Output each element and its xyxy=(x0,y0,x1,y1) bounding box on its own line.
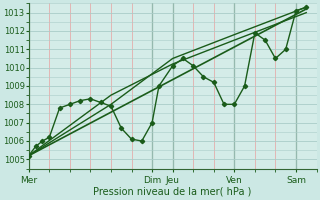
X-axis label: Pression niveau de la mer( hPa ): Pression niveau de la mer( hPa ) xyxy=(93,187,252,197)
